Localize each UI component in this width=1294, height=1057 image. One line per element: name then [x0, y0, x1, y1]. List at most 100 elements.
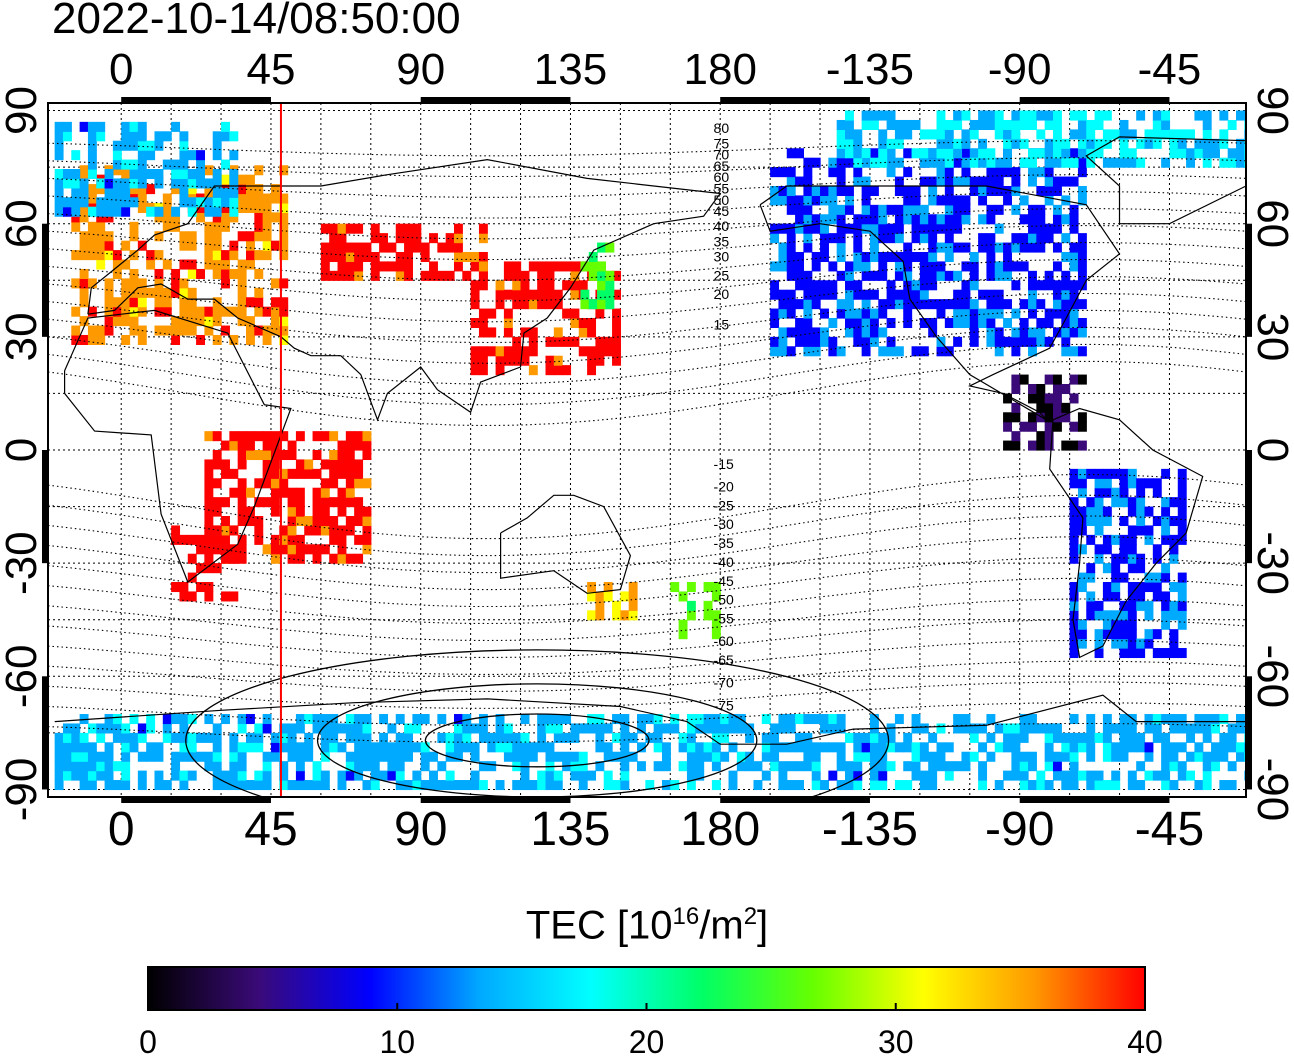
tec-cell-arctic — [845, 138, 854, 149]
tec-cell-north-europe — [129, 197, 139, 208]
tec-cell-africa-east — [295, 553, 305, 564]
tec-cell-south-america — [1119, 544, 1129, 555]
tec-cell-arctic — [886, 119, 896, 131]
tec-cell-north-america — [1003, 270, 1012, 281]
tec-cell-africa-east — [279, 544, 289, 555]
tec-cell-north-america — [820, 280, 829, 291]
tec-cell-antarctica — [1186, 770, 1196, 781]
tec-cell-europe — [154, 278, 164, 289]
tec-cell-arctic — [869, 110, 879, 121]
tec-cell-antarctica — [112, 780, 122, 791]
tec-cell-north-america — [1061, 308, 1071, 319]
tec-cell-antarctica — [295, 751, 305, 762]
tec-cell-africa-east — [329, 525, 339, 536]
tec-cell-africa-east — [204, 506, 214, 517]
tec-cell-antarctica — [87, 780, 97, 791]
tec-cell-north-america — [969, 185, 979, 197]
tec-cell-antarctica — [637, 714, 646, 725]
contour-mlat — [48, 702, 1246, 726]
tec-cell-north-america — [886, 233, 896, 244]
tec-cell-europe — [279, 297, 289, 308]
tec-cell-europe — [212, 231, 222, 242]
tec-cell-north-europe — [137, 121, 147, 132]
tec-cell-north-america — [778, 185, 788, 197]
tec-cell-europe — [179, 306, 189, 317]
lat-tick-right: -30 — [1248, 531, 1294, 595]
tec-cell-south-america — [1127, 582, 1137, 593]
tec-cell-north-europe — [221, 131, 230, 142]
tec-cell-antarctica — [578, 751, 588, 762]
tec-cell-antarctica — [1161, 770, 1171, 781]
tec-cell-south-america — [1069, 478, 1079, 489]
tec-cell-north-america — [886, 251, 896, 263]
tec-cell-antarctica — [1152, 732, 1162, 743]
tec-cell-north-europe — [121, 197, 131, 208]
lat-tick-left: -60 — [0, 645, 46, 709]
tec-cell-arctic — [1019, 110, 1029, 121]
tec-cell-antarctica — [54, 732, 64, 743]
tec-cell-arctic — [953, 119, 963, 131]
tec-cell-antarctica — [171, 761, 181, 772]
tec-cell-europe — [229, 212, 239, 223]
tec-cell-antarctica — [512, 732, 522, 743]
tec-cell-australia — [628, 610, 638, 621]
tec-cell-antarctica — [761, 770, 771, 781]
tec-cell-antarctica — [853, 770, 863, 781]
tec-cell-north-america — [869, 204, 879, 215]
tec-cell-north-america — [786, 242, 796, 253]
tec-cell-north-america — [1028, 336, 1037, 347]
tec-cell-antarctica — [695, 770, 705, 781]
tec-cell-north-america — [903, 261, 913, 272]
tec-cell-north-america — [1044, 176, 1054, 187]
tec-cell-south-america — [1127, 610, 1137, 621]
tec-cell-antarctica — [736, 723, 746, 734]
tec-cell-africa-east — [304, 544, 314, 555]
tec-cell-antarctica — [1028, 751, 1037, 762]
tec-cell-antarctica — [520, 714, 530, 725]
tec-cell-north-america — [986, 242, 996, 253]
tec-cell-antarctica — [520, 742, 530, 753]
tec-cell-north-asia — [445, 233, 455, 244]
tec-cell-central-america — [1069, 393, 1079, 404]
tec-cell-arctic — [1077, 119, 1087, 131]
tec-cell-north-america — [911, 204, 921, 215]
tec-cell-arctic — [1194, 148, 1204, 159]
tec-cell-south-america — [1077, 468, 1087, 479]
tec-cell-south-america — [1169, 610, 1179, 621]
tec-cell-north-america — [928, 195, 938, 206]
tec-cell-south-america — [1177, 506, 1187, 517]
tec-cell-north-america — [994, 270, 1004, 281]
tec-cell-north-america — [795, 223, 805, 234]
tec-cell-south-america — [1119, 487, 1129, 498]
tec-cell-north-america — [828, 195, 838, 206]
tec-cell-antarctica — [478, 714, 488, 725]
lon-tick-top: 0 — [109, 45, 133, 94]
tec-cell-north-europe — [129, 121, 139, 132]
tec-cell-antarctica — [354, 742, 364, 753]
tec-cell-africa-east — [337, 459, 347, 470]
tec-cell-south-america — [1094, 516, 1104, 527]
tec-cell-arctic — [978, 157, 988, 168]
contour-mlat — [48, 660, 1246, 692]
tec-cell-north-asia — [370, 233, 380, 244]
lat-tick-right: 60 — [1248, 199, 1294, 248]
contour-mlat — [48, 208, 1246, 240]
tec-cell-central-america — [1003, 393, 1012, 404]
tec-cell-south-america — [1111, 591, 1121, 602]
tec-cell-arctic — [944, 138, 954, 149]
tec-cell-antarctica — [79, 742, 89, 753]
tec-cell-europe — [196, 212, 206, 223]
tec-cell-europe — [270, 316, 280, 327]
tec-cell-europe — [279, 231, 289, 242]
tec-cell-north-america — [894, 289, 904, 300]
tec-cell-europe — [279, 221, 289, 232]
tec-cell-north-america — [803, 214, 813, 225]
tec-cell-north-america — [1069, 317, 1079, 329]
tec-cell-north-america — [770, 336, 780, 347]
tec-cell-antarctica — [903, 742, 913, 753]
tec-cell-antarctica — [503, 742, 513, 753]
tec-cell-antarctica — [603, 751, 613, 762]
tec-cell-europe — [187, 325, 197, 336]
tec-cell-east-asia — [503, 289, 513, 300]
tec-cell-central-america — [1052, 421, 1062, 432]
